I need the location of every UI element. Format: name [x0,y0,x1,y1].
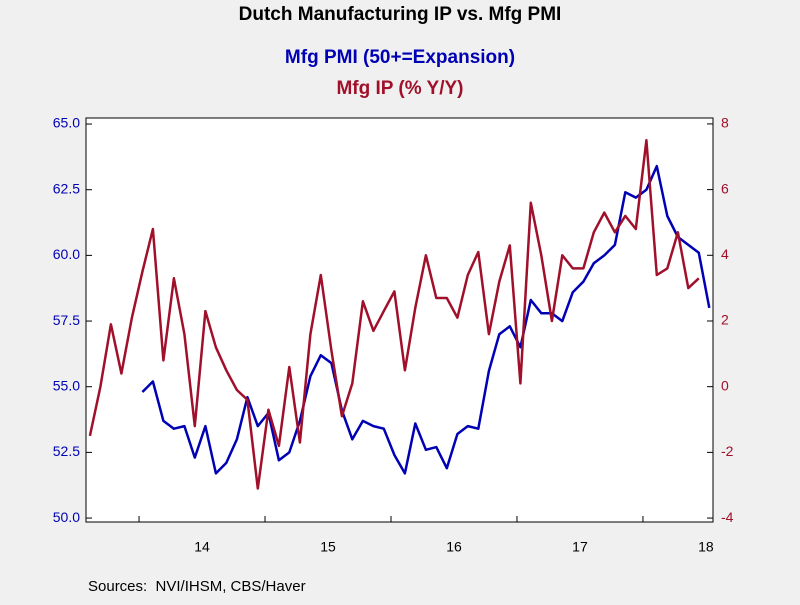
x-tick-label: 18 [698,539,714,555]
y-tick-label: 55.0 [53,377,80,393]
y-tick-label: 65.0 [53,115,80,131]
legend-entry: Mfg IP (% Y/Y) [336,78,463,99]
plot-area [85,117,714,523]
x-tick-label: 14 [194,539,210,555]
series-line [141,164,711,475]
y-tick-label: 52.5 [53,443,80,459]
y-tick-label: 62.5 [53,180,80,196]
y2-tick-label: 4 [721,246,729,262]
x-tick-label: 15 [320,539,336,555]
x-tick-label: 16 [446,539,462,555]
y-tick-label: 57.5 [53,312,80,328]
y-tick-label: 50.0 [53,509,80,525]
series-line [88,139,700,490]
y2-tick-label: 6 [721,180,729,196]
y2-tick-label: 0 [721,377,729,393]
y2-tick-label: 8 [721,115,729,131]
y2-tick-label: -2 [721,443,734,459]
source-note: Sources: NVI/IHSM, CBS/Haver [88,578,306,595]
y2-tick-label: -4 [721,509,734,525]
legend-entry: Mfg PMI (50+=Expansion) [285,47,515,68]
y2-tick-label: 2 [721,312,729,328]
x-tick-label: 17 [572,539,588,555]
chart-title: Dutch Manufacturing IP vs. Mfg PMI [239,4,562,25]
y-tick-label: 60.0 [53,246,80,262]
